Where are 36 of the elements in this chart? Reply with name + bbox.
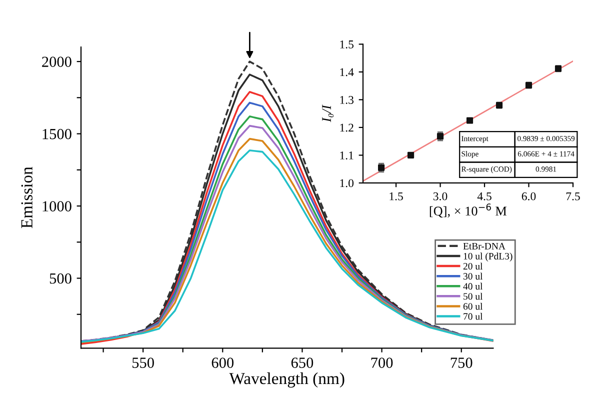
x-tick-label: 600 bbox=[212, 358, 234, 368]
point bbox=[407, 152, 414, 158]
y-tick-label: 1.0 bbox=[340, 179, 354, 188]
legend-label: 70 ul bbox=[464, 312, 483, 320]
x-tick-label: 1.5 bbox=[390, 192, 403, 200]
legend-label: 60 ul bbox=[463, 302, 483, 310]
y-tick-label: 500 bbox=[50, 273, 72, 284]
x-axis-title: [Q], × 10$^{−6}$ M bbox=[430, 204, 507, 218]
legend-label: 50 ul bbox=[464, 292, 483, 300]
y-tick-label: 1000 bbox=[42, 201, 72, 212]
x-tick-label: 700 bbox=[371, 358, 393, 368]
x-tick-label: 550 bbox=[132, 358, 154, 368]
legend-label: 30 ul bbox=[463, 272, 483, 280]
x-axis-title: Wavelength (nm) bbox=[229, 372, 344, 388]
x-tick-label: 4.5 bbox=[477, 192, 492, 200]
y-tick-label: 1500 bbox=[42, 128, 72, 140]
x-tick-label: 750 bbox=[450, 358, 472, 368]
y-tick-label: 1.5 bbox=[340, 40, 354, 48]
legend-label: 40 ul bbox=[463, 282, 483, 290]
y-axis-title: Emission bbox=[21, 166, 32, 228]
x-tick-label: 650 bbox=[291, 358, 314, 368]
point bbox=[436, 133, 444, 140]
point bbox=[466, 117, 474, 124]
legend-label: 10 ul (PdL3) bbox=[464, 252, 512, 262]
y-tick-label: 2000 bbox=[42, 56, 72, 67]
x-tick-label: 6.0 bbox=[522, 192, 536, 200]
y-tick-label: 1.4 bbox=[340, 68, 354, 76]
legend-label: EtBr-DNA bbox=[463, 242, 506, 250]
x-tick-label: 7.5 bbox=[566, 192, 580, 200]
y-tick-label: 1.3 bbox=[340, 96, 354, 104]
legend-label: 20 ul bbox=[463, 262, 483, 270]
y-axis-title: I₀/I bbox=[322, 104, 334, 122]
x-tick-label: 3.0 bbox=[433, 192, 448, 200]
y-tick-label: 1.1 bbox=[340, 152, 354, 160]
y-tick-label: 1.2 bbox=[340, 124, 354, 132]
point bbox=[378, 164, 385, 171]
